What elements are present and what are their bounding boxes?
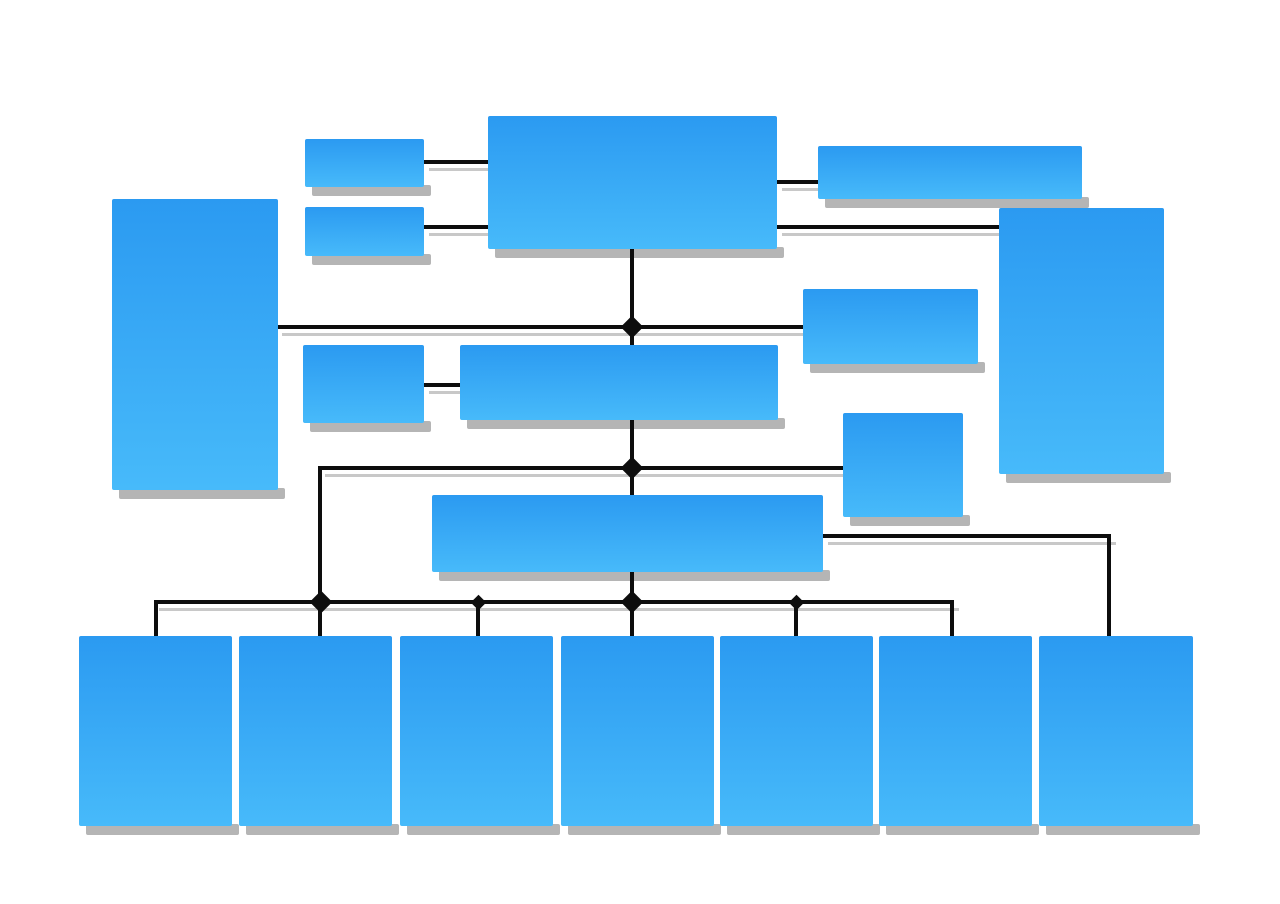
conn-topcenter-down [630, 249, 634, 347]
node-bottom-5-shadow [727, 824, 880, 835]
conn-topcenter-toprightwide [777, 180, 818, 184]
node-top-small-1 [305, 139, 424, 187]
node-lower-center-wide [432, 495, 823, 572]
node-top-small-1-shadow [312, 185, 431, 196]
conn-drop-bottom-5 [794, 600, 798, 638]
conn-drop-bottom-3 [476, 600, 480, 638]
node-top-small-2 [305, 207, 424, 256]
conn-midsmall-midwide-shadow [429, 391, 465, 394]
node-mid-center-wide [460, 345, 778, 420]
conn-elbow-left-down [318, 466, 322, 638]
conn-topsmall1-topcenter [424, 160, 488, 164]
node-bottom-1 [79, 636, 232, 826]
node-left-tall [112, 199, 278, 490]
conn-topcenter-toprightwide-shadow [782, 188, 823, 191]
node-bottom-4-shadow [568, 824, 721, 835]
node-top-right-wide-shadow [825, 197, 1089, 208]
node-bottom-7-shadow [1046, 824, 1200, 835]
conn-topsmall2-topcenter [424, 225, 488, 229]
node-right-small-square-shadow [850, 515, 970, 526]
conn-bus-smallsquare-shadow [325, 474, 848, 477]
node-mid-small-left-shadow [310, 421, 431, 432]
node-mid-center-wide-shadow [467, 418, 785, 429]
node-right-tall [999, 208, 1164, 474]
node-bottom-6-shadow [886, 824, 1039, 835]
node-right-small-square [843, 413, 963, 517]
conn-topcenter-righttall-shadow [782, 233, 1004, 236]
node-top-center-large-shadow [495, 247, 784, 258]
node-bottom-7 [1039, 636, 1193, 826]
node-bottom-4 [561, 636, 714, 826]
node-mid-small-left [303, 345, 424, 423]
node-bottom-3-shadow [407, 824, 560, 835]
conn-topsmall1-topcenter-shadow [429, 168, 493, 171]
conn-lefttall-midright [277, 325, 803, 329]
conn-drop-bottom-6 [950, 600, 954, 638]
node-top-right-wide [818, 146, 1082, 199]
conn-lowerwide-bottom7-shadow [828, 542, 1116, 545]
node-mid-right [803, 289, 978, 364]
node-bottom-3 [400, 636, 553, 826]
node-bottom-2 [239, 636, 392, 826]
conn-topcenter-righttall [777, 225, 999, 229]
node-mid-right-shadow [810, 362, 985, 373]
node-top-center-large [488, 116, 777, 249]
conn-lefttall-midright-shadow [282, 333, 808, 336]
conn-topsmall2-topcenter-shadow [429, 233, 493, 236]
node-bottom-5 [720, 636, 873, 826]
conn-lowerwide-bottom7 [823, 534, 1111, 538]
node-right-tall-shadow [1006, 472, 1171, 483]
node-lower-center-wide-shadow [439, 570, 830, 581]
conn-bottom-bus [154, 600, 954, 604]
node-bottom-6 [879, 636, 1032, 826]
conn-bus-smallsquare [320, 466, 843, 470]
conn-midsmall-midwide [424, 383, 460, 387]
conn-drop-bottom-1 [154, 600, 158, 638]
node-left-tall-shadow [119, 488, 285, 499]
conn-drop-bottom-7 [1107, 534, 1111, 638]
node-bottom-1-shadow [86, 824, 239, 835]
node-bottom-2-shadow [246, 824, 399, 835]
conn-bottom-bus-shadow [159, 608, 959, 611]
node-top-small-2-shadow [312, 254, 431, 265]
